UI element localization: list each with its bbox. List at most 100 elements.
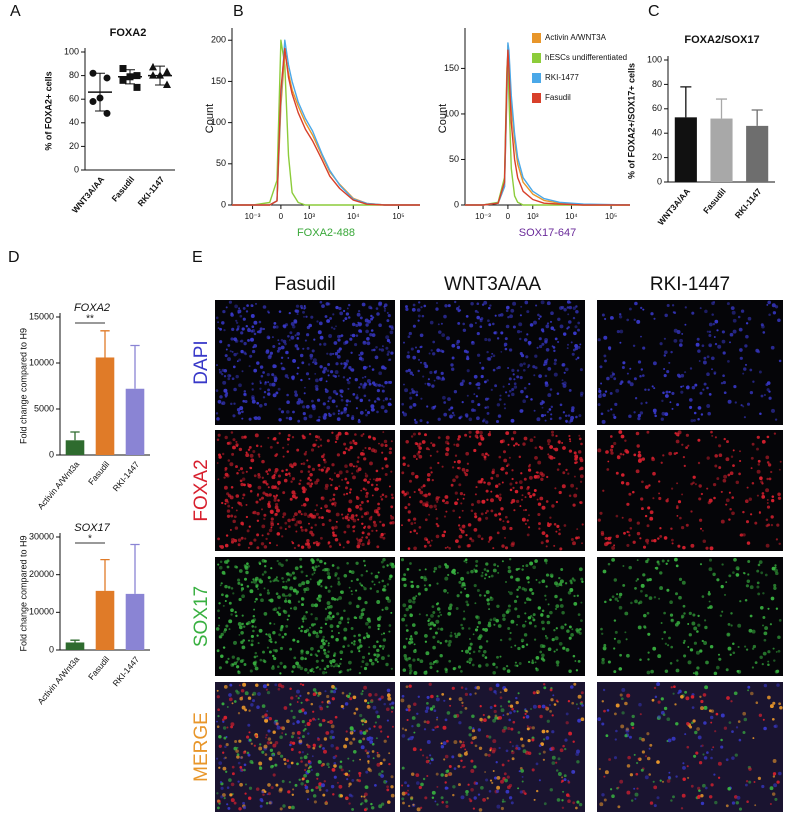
cell (370, 661, 375, 666)
cell (611, 545, 616, 550)
cell (285, 580, 288, 583)
cell (693, 626, 698, 631)
cell (605, 450, 609, 454)
cell (262, 650, 265, 654)
cell (613, 637, 616, 640)
cell (325, 731, 330, 735)
cell (267, 783, 271, 787)
cell (511, 469, 514, 472)
cell (496, 785, 501, 790)
cell (244, 708, 248, 712)
cell (304, 657, 307, 660)
cell (566, 343, 570, 346)
cell (401, 524, 403, 527)
cell (322, 458, 326, 462)
cell (550, 746, 555, 751)
cell (772, 311, 777, 315)
cell (752, 644, 757, 649)
cell (465, 468, 469, 473)
cell (267, 792, 271, 796)
cell (241, 594, 245, 599)
cell (773, 583, 777, 588)
cell (389, 398, 392, 401)
cell (440, 627, 444, 631)
cell (505, 664, 509, 668)
cell (520, 768, 525, 773)
cell (361, 542, 365, 547)
cell (271, 336, 274, 339)
cell (492, 739, 497, 744)
error-bar (751, 109, 763, 126)
cell (307, 732, 310, 735)
cell (263, 660, 267, 664)
cell (310, 482, 314, 486)
cell (433, 709, 437, 713)
cell (563, 778, 567, 782)
cell (346, 617, 350, 621)
cell (768, 313, 771, 316)
cell (326, 352, 329, 355)
cell (335, 520, 338, 523)
cell (335, 434, 340, 439)
cell (517, 692, 520, 695)
cell (237, 780, 240, 783)
cell (637, 450, 641, 454)
cell (382, 647, 385, 650)
cell (233, 746, 238, 751)
cell (774, 797, 778, 801)
cell (760, 480, 764, 484)
cell (756, 447, 759, 451)
cell (389, 574, 393, 578)
cell (247, 328, 251, 333)
cell (291, 793, 295, 797)
cell (220, 786, 224, 790)
cell (663, 374, 667, 378)
cell (748, 628, 753, 633)
cell (510, 619, 515, 624)
cell (601, 793, 605, 797)
cell (303, 307, 306, 310)
cell (361, 302, 366, 307)
cell (710, 356, 715, 361)
cell (658, 480, 661, 483)
cell (547, 522, 550, 525)
cell (559, 598, 563, 602)
cell (277, 683, 282, 688)
cell (385, 335, 390, 340)
cell (226, 509, 231, 513)
cell (507, 726, 511, 731)
cell (684, 371, 687, 374)
cell (553, 523, 557, 526)
cell (410, 772, 415, 776)
cell (273, 498, 277, 502)
cell (225, 770, 228, 773)
cell (217, 327, 220, 330)
cell (371, 750, 375, 753)
cell (694, 483, 697, 486)
cell (686, 745, 690, 749)
cell (719, 614, 723, 617)
x-tick-label: Activin A/Wnt3a (35, 459, 81, 511)
cell (538, 581, 541, 584)
cell (575, 703, 578, 706)
cell (221, 593, 224, 597)
cell (520, 330, 523, 333)
cell (446, 336, 450, 341)
cell (429, 621, 434, 626)
cell (340, 704, 344, 708)
cell (238, 633, 241, 636)
cell (319, 438, 322, 441)
cell (697, 786, 701, 791)
cell (267, 502, 271, 506)
cell (632, 540, 636, 544)
cell (458, 527, 462, 531)
cell (610, 444, 614, 449)
cell (323, 366, 328, 371)
cell (706, 372, 710, 377)
cell (388, 762, 391, 766)
cell (251, 349, 256, 354)
cell (507, 704, 511, 707)
cell (471, 729, 476, 733)
cell (459, 591, 463, 594)
cell (273, 623, 276, 625)
